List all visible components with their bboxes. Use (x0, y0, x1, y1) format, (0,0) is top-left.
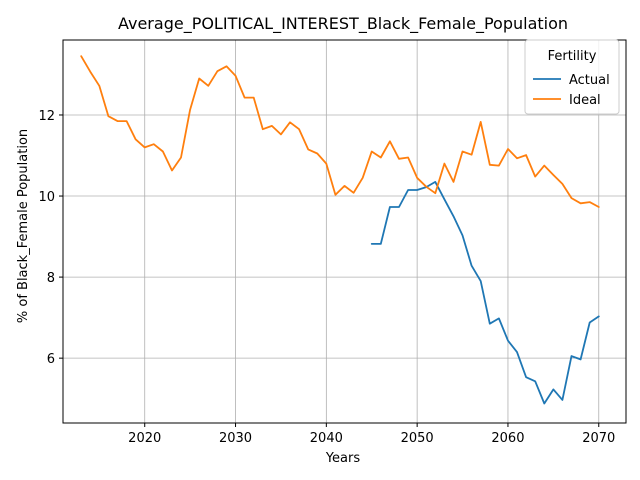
y-tick-label: 6 (47, 352, 55, 367)
x-tick-label: 2050 (401, 431, 434, 446)
series-layer (80, 55, 600, 405)
legend-box (524, 39, 620, 115)
x-tick-label: 2070 (582, 431, 615, 446)
legend: Fertility Actual Ideal (524, 39, 620, 115)
legend-label-ideal: Ideal (569, 93, 601, 108)
x-tick-label: 2030 (219, 431, 252, 446)
series-line-ideal (80, 55, 600, 208)
x-tick-label: 2020 (128, 431, 161, 446)
y-tick-label: 12 (38, 109, 55, 124)
x-axis-title: Years (325, 451, 361, 466)
y-tick-label: 10 (38, 190, 55, 205)
series-line-actual (370, 180, 600, 405)
x-tick-label: 2040 (310, 431, 343, 446)
ticks: 2020 2030 2040 2050 2060 2070 6 8 10 12 (38, 109, 615, 446)
plot-frame (62, 39, 627, 424)
y-tick-label: 8 (47, 271, 55, 286)
chart-title: Average_POLITICAL_INTEREST_Black_Female_… (118, 14, 568, 34)
grid (63, 40, 626, 423)
x-tick-label: 2060 (491, 431, 524, 446)
legend-title: Fertility (548, 49, 597, 64)
legend-label-actual: Actual (569, 73, 610, 88)
y-axis-title: % of Black_Female Population (16, 129, 31, 323)
